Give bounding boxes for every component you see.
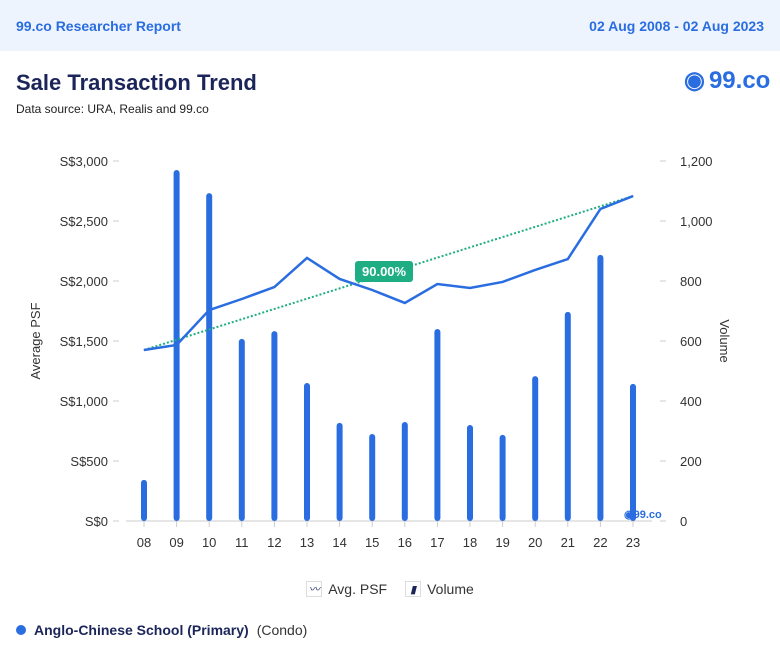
x-tick-label: 12	[267, 535, 281, 550]
volume-bar	[532, 376, 539, 521]
legend: 〰 Avg. PSF ▮ Volume	[0, 581, 780, 597]
property-name: Anglo-Chinese School (Primary)	[34, 622, 249, 638]
avg-psf-point	[469, 287, 471, 289]
volume-bar	[369, 434, 376, 521]
line-chart-icon: 〰	[306, 581, 323, 597]
y2-tick-label: 800	[680, 274, 702, 289]
x-tick-label: 20	[528, 535, 542, 550]
series-dot-icon	[16, 625, 26, 635]
property-type: (Condo)	[256, 622, 308, 638]
y-tick-label: S$0	[85, 514, 108, 529]
volume-bar	[141, 479, 147, 521]
x-tick-label: 22	[593, 535, 607, 550]
x-tick-label: 18	[463, 535, 477, 550]
volume-bar	[630, 383, 636, 521]
x-tick-label: 17	[430, 535, 444, 550]
avg-psf-point	[502, 281, 504, 283]
legend-avg-psf[interactable]: 〰 Avg. PSF	[306, 581, 387, 597]
avg-psf-point	[176, 344, 178, 346]
x-tick-label: 08	[137, 535, 151, 550]
data-source: Data source: URA, Realis and 99.co	[16, 102, 209, 116]
y-tick-label: S$2,000	[60, 274, 108, 289]
volume-bar	[271, 331, 278, 521]
avg-psf-point	[371, 289, 373, 291]
avg-psf-point	[404, 302, 406, 304]
x-tick-label: 14	[332, 535, 346, 550]
logo-text: 99.co	[708, 66, 771, 94]
avg-psf-point	[208, 309, 210, 311]
volume-bar	[564, 311, 571, 521]
y-axis-title: Average PSF	[28, 302, 43, 379]
y2-axis-title: Volume	[717, 319, 732, 362]
trend-percent-badge: 90.00%	[355, 261, 414, 282]
brand-title: 99.co Researcher Report	[16, 17, 181, 34]
x-tick-label: 19	[495, 535, 509, 550]
location-pin-icon: ◉	[684, 67, 705, 94]
volume-bar	[238, 338, 245, 521]
volume-bar	[206, 193, 213, 521]
avg-psf-point	[567, 258, 569, 260]
avg-psf-point	[241, 298, 243, 300]
avg-psf-point	[306, 257, 308, 259]
volume-bar	[304, 383, 310, 521]
avg-psf-line	[143, 194, 634, 352]
legend-line-label: Avg. PSF	[328, 581, 388, 597]
x-tick-label: 10	[202, 535, 216, 550]
volume-bar	[336, 422, 343, 521]
volume-bar	[467, 425, 473, 521]
x-tick-label: 16	[398, 535, 412, 550]
x-tick-label: 13	[300, 535, 314, 550]
y2-tick-label: 200	[680, 454, 702, 469]
legend-bar-label: Volume	[427, 581, 474, 597]
y2-tick-label: 600	[680, 334, 702, 349]
volume-bar	[434, 329, 441, 521]
avg-psf-point	[143, 349, 145, 351]
avg-psf-point	[273, 286, 275, 288]
y-tick-label: S$1,000	[60, 394, 108, 409]
y2-tick-label: 400	[680, 394, 702, 409]
y-tick-label: S$1,500	[60, 334, 108, 349]
volume-bar	[597, 254, 604, 521]
avg-psf-point	[339, 278, 341, 280]
legend-volume[interactable]: ▮ Volume	[405, 581, 474, 597]
chart-watermark: ◉99.co	[624, 509, 662, 521]
volume-bar	[401, 422, 408, 521]
avg-psf-point	[599, 208, 601, 210]
logo: ◉ 99.co	[684, 66, 770, 95]
page-title: Sale Transaction Trend	[16, 70, 257, 95]
y-tick-label: S$3,000	[60, 154, 108, 169]
avg-psf-point	[436, 283, 438, 285]
avg-psf-point	[534, 269, 536, 271]
y2-tick-label: 1,000	[680, 214, 713, 229]
volume-bar	[499, 434, 506, 521]
y-tick-label: S$500	[70, 454, 108, 469]
top-bar: 99.co Researcher Report 02 Aug 2008 - 02…	[0, 0, 780, 51]
date-range: 02 Aug 2008 - 02 Aug 2023	[589, 17, 764, 34]
avg-psf-point	[632, 195, 634, 197]
bar-chart-icon: ▮	[405, 581, 422, 597]
x-tick-label: 15	[365, 535, 379, 550]
y-tick-label: S$2,500	[60, 214, 108, 229]
y2-tick-label: 1,200	[680, 154, 713, 169]
x-tick-label: 23	[626, 535, 640, 550]
x-tick-label: 11	[235, 535, 249, 550]
y2-tick-label: 0	[680, 514, 687, 529]
x-tick-label: 09	[169, 535, 183, 550]
property-label: Anglo-Chinese School (Primary) (Condo)	[16, 622, 307, 638]
x-tick-label: 21	[561, 535, 575, 550]
